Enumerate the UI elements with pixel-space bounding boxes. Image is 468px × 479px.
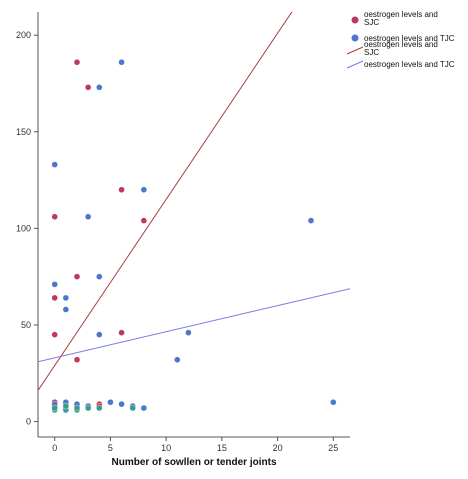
data-point bbox=[84, 84, 92, 91]
data-point bbox=[96, 331, 103, 338]
data-point bbox=[51, 281, 58, 288]
y-tick-label: 100 bbox=[16, 223, 31, 233]
data-point bbox=[107, 399, 114, 406]
legend-marker bbox=[351, 16, 359, 24]
data-point bbox=[140, 404, 148, 412]
data-point bbox=[96, 273, 103, 280]
data-point bbox=[51, 331, 58, 338]
x-tick-label: 25 bbox=[328, 443, 338, 453]
data-point bbox=[62, 306, 70, 313]
x-tick-label: 15 bbox=[217, 443, 227, 453]
y-tick-label: 50 bbox=[21, 320, 31, 330]
data-point bbox=[140, 186, 148, 193]
data-point bbox=[51, 294, 58, 302]
legend-label: oestrogen levels and TJC bbox=[364, 34, 455, 43]
x-tick-label: 0 bbox=[52, 443, 57, 453]
legend-label: SJC bbox=[364, 48, 379, 57]
data-points bbox=[51, 59, 337, 414]
legend-label: SJC bbox=[364, 18, 379, 27]
data-point bbox=[73, 273, 81, 280]
y-axis: 0 50 100 150 200 bbox=[16, 12, 39, 437]
fit-line bbox=[38, 288, 350, 363]
data-point bbox=[118, 400, 125, 408]
y-tick-label: 0 bbox=[26, 417, 31, 427]
data-point bbox=[84, 213, 92, 220]
x-tick-label: 10 bbox=[161, 443, 171, 453]
fit-lines bbox=[38, 12, 350, 391]
data-point bbox=[62, 294, 70, 302]
legend-label: oestrogen levels and bbox=[364, 10, 438, 19]
data-point bbox=[84, 404, 92, 412]
data-point bbox=[174, 356, 181, 363]
data-point bbox=[51, 404, 58, 412]
x-tick-label: 5 bbox=[108, 443, 113, 453]
data-point bbox=[118, 59, 125, 66]
legend-label: oestrogen levels and bbox=[364, 40, 438, 49]
legend-marker bbox=[351, 34, 359, 42]
data-point bbox=[307, 217, 315, 224]
legend-line-swatch bbox=[346, 46, 364, 55]
data-point bbox=[96, 84, 103, 91]
y-tick-label: 150 bbox=[16, 127, 31, 137]
data-point bbox=[330, 399, 337, 406]
data-point bbox=[51, 161, 58, 168]
data-point bbox=[118, 186, 125, 193]
y-tick-label: 200 bbox=[16, 30, 31, 40]
data-point bbox=[129, 404, 136, 412]
legend-label: oestrogen levels and TJC bbox=[364, 60, 455, 69]
data-point bbox=[96, 404, 103, 412]
data-point bbox=[140, 217, 148, 224]
data-point bbox=[73, 356, 81, 363]
data-point bbox=[51, 213, 58, 220]
data-point bbox=[118, 329, 125, 336]
x-tick-label: 20 bbox=[273, 443, 283, 453]
data-point bbox=[73, 59, 81, 66]
data-point bbox=[185, 329, 192, 336]
fit-line bbox=[38, 12, 293, 391]
data-point bbox=[62, 402, 70, 410]
data-point bbox=[73, 404, 81, 412]
x-axis-title: Number of sowllen or tender joints bbox=[111, 457, 276, 468]
x-axis: 0 5 10 15 20 25 bbox=[38, 436, 350, 453]
legend-line-swatch bbox=[346, 60, 364, 69]
